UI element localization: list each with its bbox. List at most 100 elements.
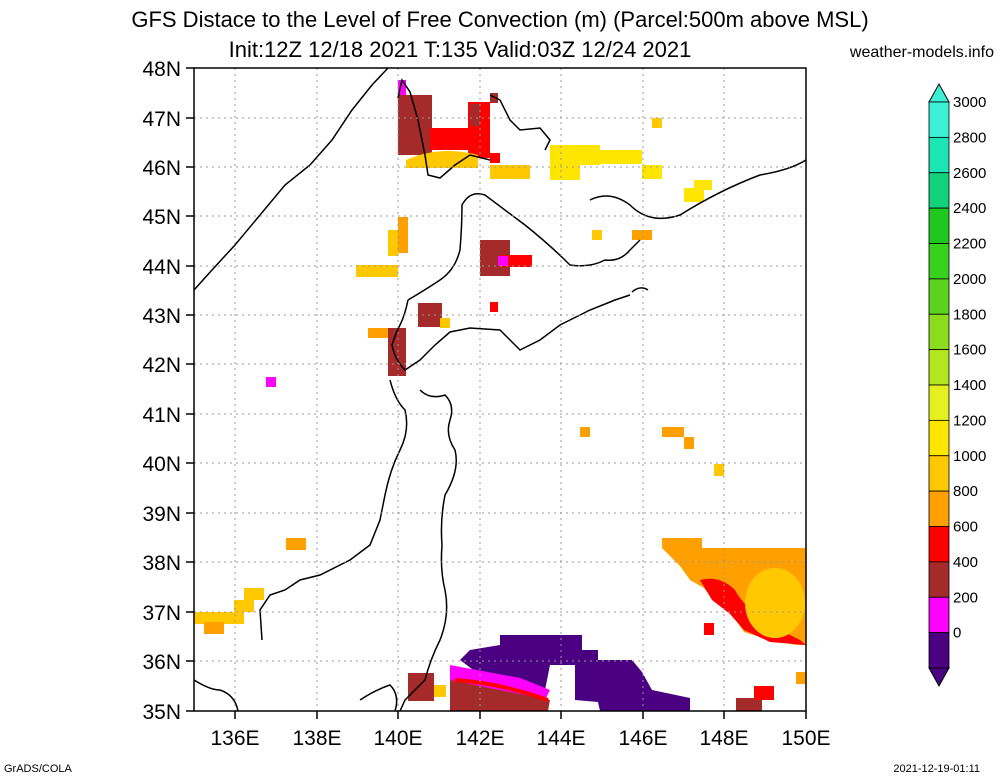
colorbar-label: 1000 (953, 448, 986, 465)
field-cell (450, 680, 550, 711)
field-cell (244, 588, 264, 600)
lat-label: 40N (142, 453, 181, 476)
lat-label: 45N (142, 206, 181, 229)
colorbar-label: 2400 (953, 200, 986, 217)
field-cell (490, 153, 500, 163)
colorbar-label: 2600 (953, 165, 986, 182)
lon-label: 136E (210, 727, 259, 750)
map-subtitle: Init:12Z 12/18 2021 T:135 Valid:03Z 12/2… (228, 37, 692, 62)
colorbar-label: 1800 (953, 306, 986, 323)
field-cell (368, 328, 398, 338)
lat-label: 36N (142, 651, 181, 674)
lat-label: 35N (142, 701, 181, 724)
lon-label: 144E (536, 727, 585, 750)
field-cell (430, 128, 470, 150)
field-cell (194, 612, 244, 624)
field-cell (490, 302, 498, 312)
colorbar-label: 600 (953, 519, 978, 536)
lon-label: 142E (455, 727, 504, 750)
field-cell (286, 538, 306, 550)
field-cell (736, 698, 762, 711)
colorbar-segment (928, 278, 950, 315)
colorbar-segment (928, 455, 950, 492)
field-cell (460, 635, 690, 711)
field-cell (408, 673, 434, 701)
field-cell (490, 165, 530, 179)
field-cell (398, 80, 406, 100)
lon-label: 140E (373, 727, 422, 750)
field-cell (592, 230, 602, 240)
field-cell (356, 265, 398, 277)
colorbar-segment (928, 172, 950, 209)
field-cell (266, 377, 276, 387)
colorbar-label: 3000 (953, 94, 986, 111)
lat-label: 44N (142, 256, 181, 279)
field-cell (714, 464, 724, 476)
colorbar-segment (928, 136, 950, 174)
field-cell (470, 104, 480, 126)
field-cell (498, 256, 508, 266)
colorbar-label: 2000 (953, 271, 986, 288)
plot-frame (193, 67, 807, 712)
field-cell (580, 427, 590, 437)
colorbar-segment (928, 596, 950, 634)
colorbar-segment (928, 419, 950, 457)
lat-labels: 48N 47N 46N 45N 44N 43N 42N 41N 40N 39N … (142, 58, 181, 724)
grid-lines (194, 68, 806, 711)
field-cell (684, 437, 694, 449)
lat-label: 41N (142, 404, 181, 427)
field-cell (434, 685, 446, 697)
field-patches (194, 80, 806, 711)
map-title: GFS Distace to the Level of Free Convect… (131, 7, 869, 32)
field-cell (694, 180, 712, 190)
field-cell (796, 672, 806, 684)
field-cell (652, 118, 662, 128)
field-cell (632, 230, 652, 240)
colorbar-segment (928, 561, 950, 598)
field-cell (684, 188, 704, 202)
field-cell (704, 623, 714, 635)
colorbar-label: 1600 (953, 342, 986, 359)
colorbar-top-arrow (928, 82, 950, 103)
lat-label: 47N (142, 108, 181, 131)
colorbar-segment (928, 243, 950, 280)
colorbar-segment (928, 632, 950, 669)
source-label: weather-models.info (849, 44, 994, 61)
field-cell (234, 600, 254, 612)
lon-label: 148E (699, 727, 748, 750)
field-cell (550, 165, 580, 180)
colorbar-segment (928, 313, 950, 351)
lon-label: 146E (618, 727, 667, 750)
lat-label: 42N (142, 354, 181, 377)
colorbar-label: 1400 (953, 377, 986, 394)
colorbar-segment (928, 384, 950, 421)
colorbar-label: 2200 (953, 236, 986, 253)
lat-label: 43N (142, 305, 181, 328)
field-cell (440, 318, 450, 328)
coastlines (194, 68, 806, 711)
colorbar: 3000280026002400220020001800160014001200… (928, 82, 986, 688)
field-cell (580, 150, 642, 164)
colorbar-segment (928, 207, 950, 244)
field-cell (662, 427, 684, 437)
tick-marks (186, 67, 807, 719)
colorbar-label: 800 (953, 483, 978, 500)
lat-label: 39N (142, 503, 181, 526)
colorbar-bottom-arrow (928, 667, 950, 688)
credit-label: GrADS/COLA (4, 763, 72, 775)
field-cell (642, 165, 662, 179)
field-cell (490, 93, 498, 103)
field-cell (204, 622, 224, 634)
lat-label: 48N (142, 58, 181, 81)
colorbar-segment (928, 490, 950, 527)
field-cell (754, 686, 774, 700)
field-cell (398, 95, 432, 155)
lon-label: 150E (781, 727, 830, 750)
field-cell (454, 678, 549, 702)
colorbar-segment (928, 101, 950, 138)
field-cell (745, 568, 805, 638)
colorbar-segment (928, 526, 950, 563)
field-cell (388, 230, 398, 256)
colorbar-label: 0 (953, 625, 961, 642)
